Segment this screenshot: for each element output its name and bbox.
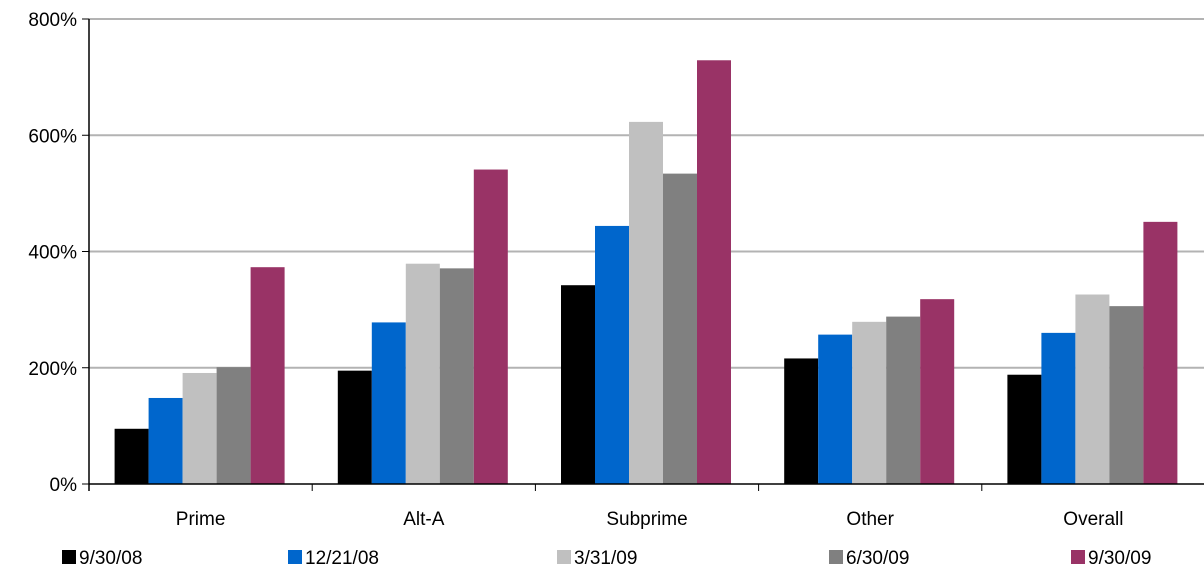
bars: [114, 60, 1178, 485]
bar: [595, 225, 629, 485]
legend-label: 3/31/09: [574, 548, 637, 569]
bar: [182, 372, 217, 484]
bar: [216, 367, 251, 484]
bar: [818, 334, 853, 484]
legend-label: 6/30/09: [846, 548, 909, 569]
y-axis-ticks: 0% 200% 400% 600% 800%: [28, 10, 89, 496]
x-category-label: Prime: [176, 509, 226, 530]
bar: [473, 169, 508, 484]
legend-swatch: [1071, 550, 1085, 564]
bar: [337, 370, 372, 484]
bar: [148, 397, 183, 484]
bar: [784, 358, 819, 484]
x-category-label: Subprime: [606, 509, 687, 530]
legend-swatch: [62, 550, 76, 564]
bar: [1075, 294, 1110, 484]
bar: [114, 428, 149, 484]
legend-swatch: [557, 550, 571, 564]
bar: [250, 267, 285, 484]
x-axis-categories: Prime Alt-A Subprime Other Overall: [176, 509, 1124, 530]
bar: [371, 322, 406, 484]
y-tick-label: 800%: [28, 10, 77, 31]
bar: [439, 268, 474, 484]
legend: 9/30/08 12/21/08 3/31/09 6/30/09 9/30/09: [62, 548, 1151, 569]
bar: [852, 321, 887, 484]
bar: [886, 316, 921, 484]
y-tick-label: 400%: [28, 243, 77, 264]
bar: [663, 173, 697, 485]
legend-label: 9/30/09: [1088, 548, 1151, 569]
bar: [1109, 306, 1144, 484]
axes: [88, 19, 1204, 491]
bar: [1143, 221, 1178, 484]
x-category-label: Alt-A: [403, 509, 445, 530]
bar: [561, 285, 595, 484]
bar: [629, 121, 663, 484]
bar: [697, 60, 731, 485]
legend-label: 12/21/08: [305, 548, 379, 569]
legend-swatch: [829, 550, 843, 564]
bar: [405, 263, 440, 484]
bar: [1041, 332, 1076, 484]
x-category-label: Overall: [1063, 509, 1123, 530]
y-tick-label: 0%: [50, 475, 78, 496]
legend-label: 9/30/08: [79, 548, 142, 569]
x-category-label: Other: [846, 509, 894, 530]
bar: [920, 299, 955, 484]
y-tick-label: 600%: [28, 126, 77, 147]
y-tick-label: 200%: [28, 359, 77, 380]
legend-swatch: [288, 550, 302, 564]
bar: [1007, 374, 1042, 484]
